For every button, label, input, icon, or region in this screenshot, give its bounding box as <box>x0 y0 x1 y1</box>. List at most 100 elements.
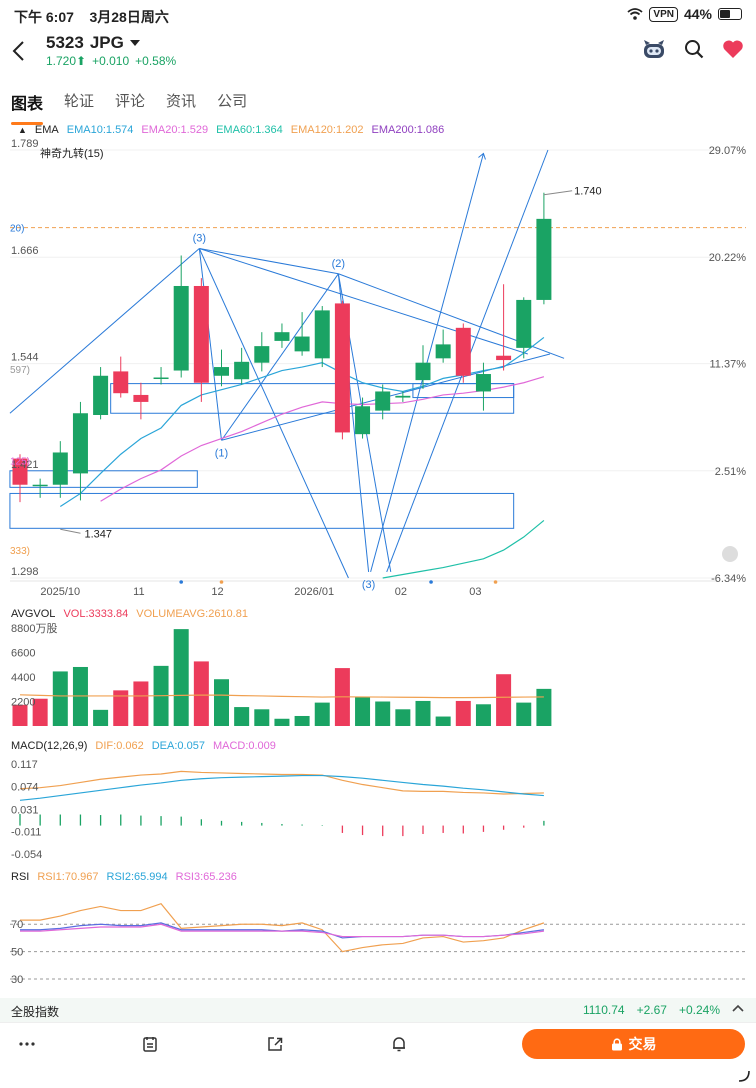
vpn-badge: VPN <box>649 6 678 22</box>
stock-quote: 1.720⬆ +0.010 +0.58% <box>46 54 176 68</box>
ema60-line <box>382 520 545 579</box>
candle-body <box>173 285 189 371</box>
rsi-legend: RSI RSI1:70.967 RSI2:65.994 RSI3:65.236 <box>11 871 756 883</box>
candle-body <box>294 336 310 352</box>
candle-body <box>334 303 350 433</box>
td-sequential-label: 神奇九转(15) <box>40 146 104 160</box>
robot-assistant-icon[interactable] <box>642 38 666 60</box>
trend-line <box>198 248 349 579</box>
volume-bar <box>496 674 512 726</box>
volume-legend: AVGVOL VOL:3333.84 VOLUMEAVG:2610.81 <box>11 608 756 620</box>
dea-value: DEA:0.057 <box>151 740 205 752</box>
volume-bar <box>475 704 491 726</box>
more-icon[interactable] <box>18 1035 36 1053</box>
macd-value: MACD:0.009 <box>212 740 276 752</box>
lock-icon <box>611 1037 622 1050</box>
up-arrow-icon: ⬆ <box>76 54 87 68</box>
volume-tick-label: 8800万股 <box>11 622 57 635</box>
x-tick-label: 2026/01 <box>294 586 334 598</box>
price-change: +0.010 <box>92 54 130 68</box>
x-tick-label: 2025/10 <box>40 586 80 598</box>
macd-title: MACD(12,26,9) <box>11 740 88 752</box>
notes-icon[interactable] <box>141 1035 159 1053</box>
chevron-up-icon[interactable] <box>732 1003 744 1013</box>
rsi-chart: 70 50 30 <box>10 902 746 986</box>
trade-button[interactable]: 交易 <box>522 1029 745 1059</box>
collapse-triangle-icon[interactable]: ▲ <box>18 125 27 135</box>
candle-body <box>214 367 229 376</box>
volume-value: VOL:3333.84 <box>63 608 129 620</box>
volume-tick-label: 6600 <box>11 648 35 660</box>
event-dot <box>219 580 224 584</box>
candle-body <box>536 218 552 300</box>
low-marker-line <box>60 528 81 534</box>
rsi1-value: RSI1:70.967 <box>37 871 99 883</box>
stock-name: JPG <box>89 33 124 52</box>
macd-tick-label: 0.074 <box>11 782 39 794</box>
candle-body <box>516 299 532 348</box>
volume-bar <box>294 715 310 726</box>
macd-tick-label: -0.011 <box>11 826 41 838</box>
y-tick-label: 1.666 <box>11 245 39 257</box>
volume-tick-label: 4400 <box>11 672 35 684</box>
ema120-label: EMA120:1.202 <box>290 124 364 136</box>
rsi3-line <box>20 923 544 938</box>
search-icon[interactable] <box>684 39 704 59</box>
tab-comments[interactable]: 评论 <box>115 93 146 110</box>
rsi3-value: RSI3:65.236 <box>175 871 237 883</box>
stock-selector[interactable]: 5323 JPG <box>46 33 140 53</box>
index-value: 1110.74 <box>582 1003 625 1017</box>
chevron-down-icon <box>129 40 140 46</box>
dea-line <box>19 774 544 801</box>
rsi-tick-label: 70 <box>11 919 23 931</box>
volume-bar <box>455 700 471 726</box>
volume-title: AVGVOL <box>11 608 56 620</box>
event-dot <box>429 580 433 584</box>
volume-bar <box>254 709 270 726</box>
index-change: +2.67 <box>636 1003 667 1017</box>
zone-box <box>9 492 515 529</box>
candle-body <box>12 458 28 485</box>
detail-tabs: 图表 轮证 评论 资讯 公司 <box>0 90 257 125</box>
right-pct-tick-label: 2.51% <box>715 466 746 478</box>
wifi-icon <box>627 8 643 20</box>
volume-bar <box>435 716 451 726</box>
x-tick-label: 03 <box>469 586 481 598</box>
zone-box <box>412 383 515 399</box>
x-tick-label: 02 <box>395 586 407 598</box>
status-time: 下午 6:07 <box>14 9 74 25</box>
volume-bar <box>234 707 250 726</box>
market-index-bar[interactable]: 全股指数 1110.74 +2.67 +0.24% <box>0 998 756 1022</box>
tab-company[interactable]: 公司 <box>217 93 248 110</box>
volume-chart: 8800万股 6600 4400 2200 <box>11 622 552 726</box>
ema200-label: EMA200:1.086 <box>371 124 445 136</box>
dif-line <box>19 770 544 795</box>
index-name: 全股指数 <box>11 1005 60 1019</box>
volume-bar <box>536 688 552 726</box>
tab-warrants[interactable]: 轮证 <box>64 93 95 110</box>
right-pct-tick-label: 29.07% <box>709 145 747 157</box>
candle-body <box>475 374 491 392</box>
battery-percent: 44% <box>683 6 712 22</box>
candle-body <box>133 394 149 402</box>
volume-bar <box>516 702 532 726</box>
price-chart[interactable]: 1.789 1.666 1.544 1.421 1.298 29.07% 20.22% 11.… <box>0 138 756 598</box>
price-alert-icon[interactable] <box>390 1035 408 1053</box>
ema-legend[interactable]: ▲ EMA EMA10:1.574 EMA20:1.529 EMA60:1.36… <box>18 124 756 136</box>
volume-bar <box>214 679 229 726</box>
wave-count-label: (3) <box>193 233 206 245</box>
candle-body <box>193 285 209 383</box>
share-icon[interactable] <box>266 1035 284 1053</box>
macd-tick-label: 0.117 <box>11 759 38 771</box>
trend-arrow-head <box>478 152 486 160</box>
wave-count-label: (2) <box>332 258 345 270</box>
volume-bar <box>274 718 290 726</box>
back-arrow-icon[interactable] <box>10 40 28 62</box>
trend-line <box>221 273 339 441</box>
favorite-heart-icon[interactable] <box>722 39 744 59</box>
trend-line <box>199 248 528 355</box>
ema-edge-label: 125) <box>10 456 30 467</box>
tab-news[interactable]: 资讯 <box>166 93 197 110</box>
volume-bar <box>314 702 330 726</box>
tab-chart[interactable]: 图表 <box>11 90 44 125</box>
